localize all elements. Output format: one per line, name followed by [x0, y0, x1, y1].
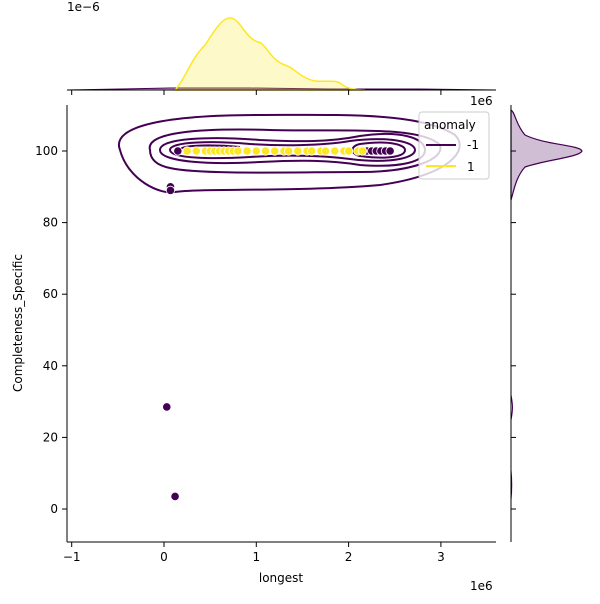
right-kde-anomaly-1	[510, 109, 583, 201]
scatter-point	[293, 146, 303, 156]
scatter-point	[284, 146, 294, 156]
top-offset-label: 1e−6	[67, 0, 100, 14]
scatter-point	[270, 146, 280, 156]
y-tick-label: 80	[43, 216, 58, 230]
scatter-point	[233, 146, 243, 156]
right-marginal	[510, 105, 583, 542]
y-tick-label: 60	[43, 287, 58, 301]
main-axes: −1 0 1 2 3 0 20 40 60 80 100 longest Completeness…	[11, 90, 516, 593]
y-tick-label: 20	[43, 430, 58, 444]
scatter-point	[242, 146, 252, 156]
scatter-point	[182, 146, 192, 156]
scatter-point	[330, 146, 340, 156]
scatter-point	[385, 146, 395, 156]
scatter-point	[307, 146, 317, 156]
x-tick-label: 2	[345, 550, 353, 564]
scatter-point	[251, 146, 261, 156]
legend-title: anomaly	[424, 118, 476, 132]
scatter-point	[343, 146, 354, 156]
scatter-point	[191, 146, 201, 156]
scatter-point	[173, 146, 183, 156]
legend: anomaly -1 1	[418, 111, 490, 180]
top-marginal: 1e−6	[66, 0, 497, 91]
contour-level-4	[168, 138, 417, 162]
y-tick-label: 0	[50, 502, 58, 516]
y-tick-label: 100	[35, 144, 58, 158]
y-axis-label: Completeness_Specific	[11, 254, 25, 392]
legend-label-anomaly-1: -1	[467, 138, 479, 152]
scatter-point	[320, 146, 331, 156]
y-tick-label: 40	[43, 359, 58, 373]
legend-label-anomaly1: 1	[467, 160, 475, 174]
x-tick-label: −1	[63, 550, 81, 564]
x-offset-label: 1e6	[470, 579, 493, 593]
x-axis-label: longest	[259, 571, 304, 585]
scatter-point	[357, 146, 368, 156]
y-ticks: 0 20 40 60 80 100	[35, 144, 516, 516]
scatter-point	[170, 491, 180, 502]
scatter-point	[165, 185, 176, 195]
scatter-point	[260, 146, 271, 156]
scatter-point	[162, 402, 172, 412]
top-kde-anomaly1	[173, 17, 366, 91]
x-ticks: −1 0 1 2 3	[63, 90, 445, 564]
x-tick-label: 3	[437, 550, 445, 564]
x-tick-label: 1	[252, 550, 260, 564]
x-offset-label-top: 1e6	[470, 94, 493, 108]
scatter-points	[162, 146, 395, 502]
x-tick-label: 0	[160, 550, 168, 564]
